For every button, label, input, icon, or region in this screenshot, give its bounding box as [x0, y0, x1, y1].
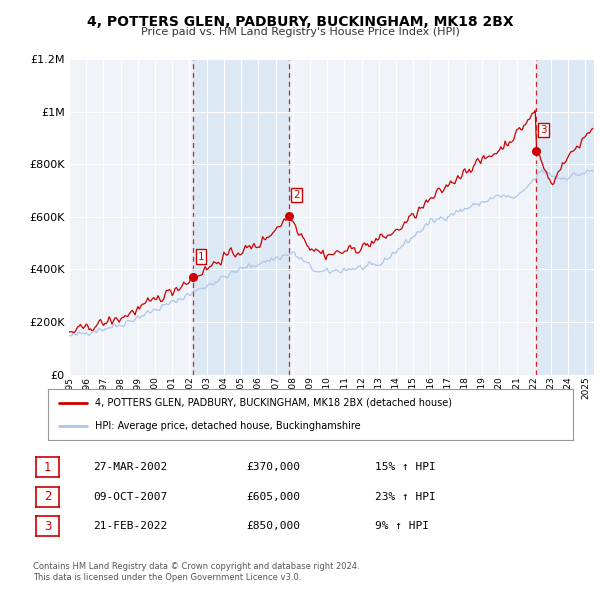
Text: 2: 2 — [293, 190, 300, 200]
Bar — [536, 59, 594, 375]
Text: £605,000: £605,000 — [246, 492, 300, 502]
Text: This data is licensed under the Open Government Licence v3.0.: This data is licensed under the Open Gov… — [33, 572, 301, 582]
Text: 4, POTTERS GLEN, PADBURY, BUCKINGHAM, MK18 2BX (detached house): 4, POTTERS GLEN, PADBURY, BUCKINGHAM, MK… — [95, 398, 452, 408]
Text: 2: 2 — [44, 490, 51, 503]
Text: 21-FEB-2022: 21-FEB-2022 — [93, 522, 167, 531]
Text: Price paid vs. HM Land Registry's House Price Index (HPI): Price paid vs. HM Land Registry's House … — [140, 27, 460, 37]
Text: HPI: Average price, detached house, Buckinghamshire: HPI: Average price, detached house, Buck… — [95, 421, 361, 431]
Text: 1: 1 — [198, 251, 205, 261]
Bar — [193, 59, 289, 375]
Text: £370,000: £370,000 — [246, 463, 300, 472]
Text: 23% ↑ HPI: 23% ↑ HPI — [375, 492, 436, 502]
Text: 09-OCT-2007: 09-OCT-2007 — [93, 492, 167, 502]
Text: 4, POTTERS GLEN, PADBURY, BUCKINGHAM, MK18 2BX: 4, POTTERS GLEN, PADBURY, BUCKINGHAM, MK… — [86, 15, 514, 29]
Text: 15% ↑ HPI: 15% ↑ HPI — [375, 463, 436, 472]
Text: 1: 1 — [44, 461, 51, 474]
Text: Contains HM Land Registry data © Crown copyright and database right 2024.: Contains HM Land Registry data © Crown c… — [33, 562, 359, 571]
Text: 27-MAR-2002: 27-MAR-2002 — [93, 463, 167, 472]
Text: 3: 3 — [540, 125, 547, 135]
Text: £850,000: £850,000 — [246, 522, 300, 531]
Text: 3: 3 — [44, 520, 51, 533]
Text: 9% ↑ HPI: 9% ↑ HPI — [375, 522, 429, 531]
